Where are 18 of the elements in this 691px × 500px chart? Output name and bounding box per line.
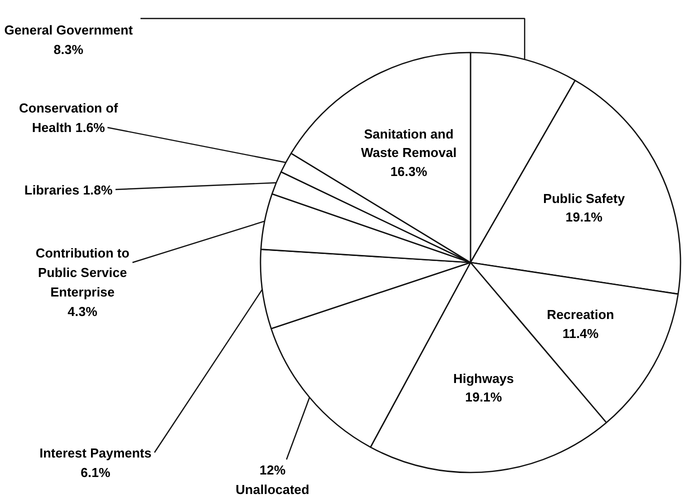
data-label: 19.1% <box>465 390 502 405</box>
slice-label: General Government <box>4 22 134 38</box>
slice-label: Contribution to Public Service Enterprise <box>36 246 130 300</box>
data-label: 8.3% <box>54 42 84 57</box>
slice-label: Interest Payments <box>40 446 152 460</box>
data-label: 11.4% <box>562 326 600 341</box>
slice-label: Unallocated <box>236 482 310 497</box>
slice-label: Public Safety <box>543 190 626 206</box>
slice-label: Sanitation and Waste Removal <box>360 126 457 160</box>
slice-label: Recreation <box>546 307 614 322</box>
data-label: 19.1% <box>566 210 603 225</box>
data-label: 12% <box>259 462 286 478</box>
data-label: 4.3% <box>68 304 98 319</box>
slice-label: Conservation of Health 1.6% <box>19 100 119 135</box>
data-label: 6.1% <box>80 465 111 480</box>
slice-label: Libraries 1.8% <box>24 182 114 198</box>
data-label: 16.3% <box>390 164 428 179</box>
slice-label: Highways <box>453 370 514 386</box>
